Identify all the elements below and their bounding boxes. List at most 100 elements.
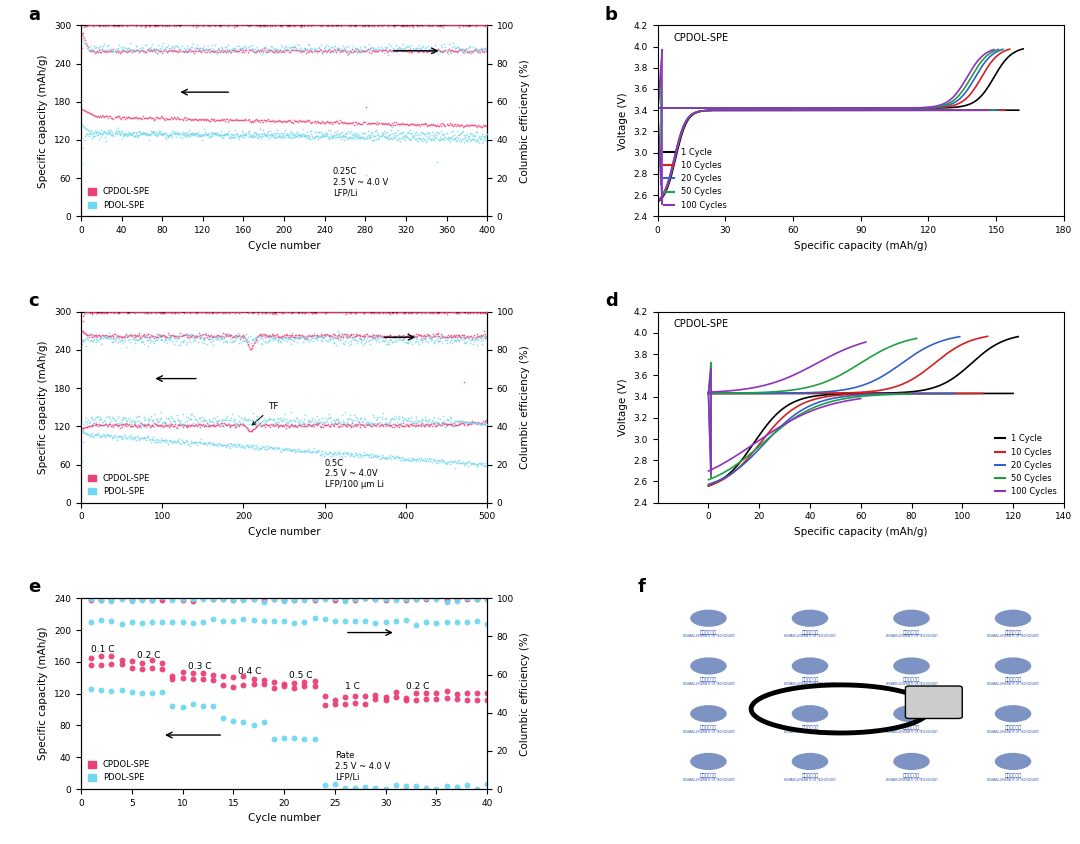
Point	[299, 442, 316, 456]
Point	[438, 330, 456, 344]
Point	[204, 45, 221, 58]
Point	[212, 306, 229, 319]
Point	[458, 329, 475, 343]
Point	[242, 336, 259, 349]
Point	[288, 126, 306, 139]
Point	[139, 339, 157, 353]
Point	[149, 129, 166, 143]
Point	[333, 45, 350, 58]
Point	[463, 133, 481, 146]
Point	[129, 306, 146, 319]
Point	[256, 41, 273, 54]
Point	[226, 420, 243, 434]
Point	[160, 38, 177, 51]
Point	[148, 111, 165, 124]
Point	[471, 133, 488, 146]
Point	[436, 44, 454, 57]
Point	[146, 306, 163, 319]
Point	[399, 44, 416, 57]
Point	[338, 306, 355, 319]
Point	[448, 455, 465, 468]
Point	[475, 42, 492, 56]
Text: 武汉理工大学: 武汉理工大学	[1004, 773, 1022, 778]
Point	[446, 44, 463, 57]
Point	[194, 700, 212, 713]
Point	[471, 416, 488, 430]
Point	[274, 329, 292, 343]
Point	[219, 44, 237, 57]
Point	[100, 327, 118, 340]
Point	[476, 332, 494, 345]
Point	[135, 330, 152, 344]
Point	[171, 306, 188, 319]
Point	[285, 18, 302, 31]
Point	[126, 305, 144, 318]
Point	[94, 332, 111, 345]
Point	[284, 127, 301, 141]
Point	[471, 44, 488, 57]
Point	[284, 130, 301, 143]
Point	[94, 419, 111, 432]
Point	[81, 305, 98, 318]
Point	[270, 130, 287, 143]
Point	[156, 329, 173, 343]
Point	[266, 46, 283, 59]
Point	[329, 19, 347, 33]
Point	[172, 44, 189, 57]
Point	[234, 43, 252, 57]
Point	[295, 115, 312, 128]
Point	[185, 416, 202, 430]
Point	[448, 414, 465, 428]
Point	[230, 44, 247, 57]
Point	[102, 125, 119, 138]
Point	[110, 335, 127, 349]
Point	[414, 416, 431, 430]
Point	[338, 328, 355, 342]
Point	[325, 417, 342, 430]
Point	[428, 416, 445, 430]
Point	[261, 440, 279, 453]
Point	[90, 426, 107, 440]
Point	[467, 42, 484, 56]
Point	[92, 45, 109, 58]
Point	[337, 45, 354, 58]
Point	[110, 306, 127, 319]
Point	[310, 329, 327, 343]
Point	[437, 418, 455, 431]
Point	[422, 117, 440, 131]
Point	[195, 436, 213, 450]
Point	[300, 445, 318, 458]
Point	[348, 306, 365, 320]
Point	[320, 19, 337, 32]
Point	[323, 305, 340, 318]
Point	[459, 41, 476, 55]
Point	[77, 414, 94, 427]
Point	[305, 334, 322, 348]
Point	[153, 591, 171, 604]
Point	[381, 132, 399, 145]
Point	[199, 333, 216, 346]
Point	[90, 419, 107, 432]
Point	[171, 417, 188, 430]
Point	[364, 126, 381, 139]
Point	[297, 443, 314, 457]
Point	[267, 130, 284, 143]
Point	[241, 438, 258, 452]
Point	[341, 330, 359, 344]
Point	[337, 419, 354, 433]
Point	[134, 110, 151, 123]
Point	[436, 18, 454, 31]
Point	[179, 130, 197, 143]
Point	[408, 452, 426, 465]
Point	[137, 127, 154, 141]
Point	[470, 18, 487, 31]
Point	[238, 128, 255, 142]
Point	[456, 18, 473, 31]
Point	[168, 306, 186, 319]
Point	[234, 593, 252, 607]
Point	[416, 45, 433, 58]
Point	[274, 419, 292, 432]
Point	[272, 131, 289, 144]
Point	[170, 46, 187, 59]
Point	[474, 306, 491, 320]
